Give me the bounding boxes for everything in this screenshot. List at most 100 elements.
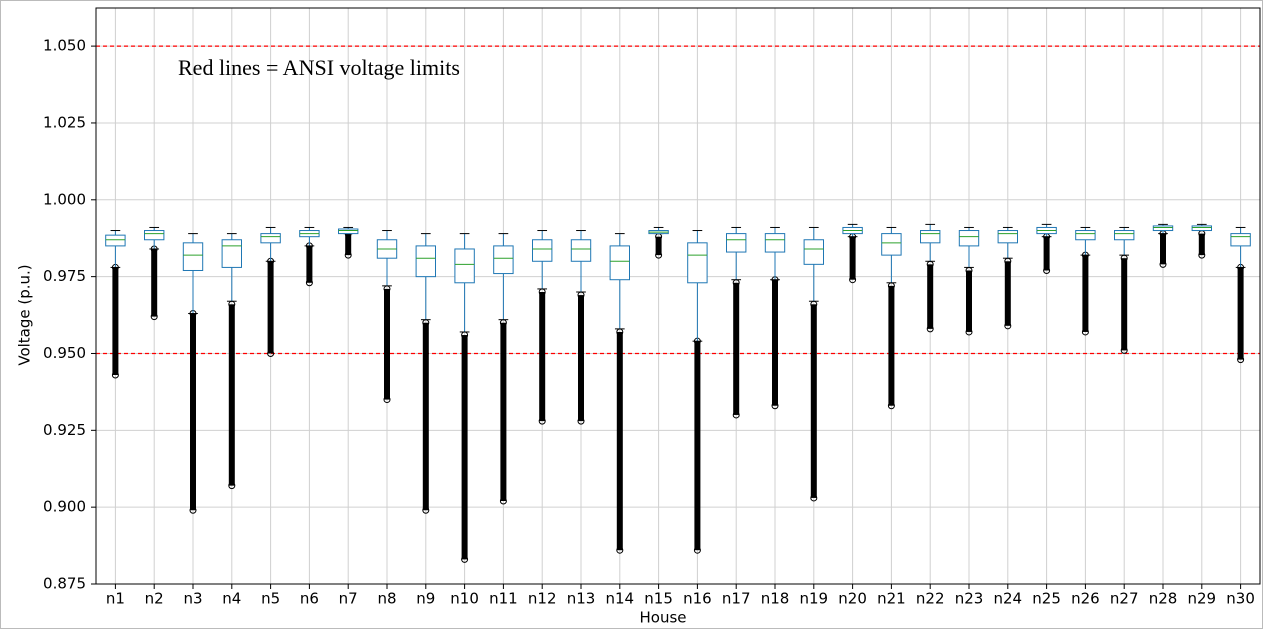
x-tick-label: n8 [377,590,396,608]
flier [926,325,934,333]
box [764,233,786,253]
flier-column [422,322,429,511]
flier-column [772,279,778,406]
x-tick-label: n27 [1110,590,1139,608]
x-tick-label: n15 [644,590,673,608]
flier-column [655,236,662,256]
flier [150,313,158,321]
flier-column [384,288,390,400]
flier [1237,356,1245,364]
x-tick-label: n13 [567,590,596,608]
flier [499,497,507,505]
y-tick-label: 1.000 [43,190,86,208]
y-tick-label: 0.950 [43,344,86,362]
x-tick-label: n24 [994,590,1023,608]
box [1114,230,1135,241]
flier [732,411,740,419]
x-tick-label: n20 [838,590,867,608]
flier [1159,260,1167,268]
flier [1081,328,1089,336]
flier [810,494,818,502]
flier [1120,346,1128,354]
x-tick-label: n1 [106,590,125,608]
box [221,239,243,268]
flier [228,482,236,490]
x-tick-label: n12 [528,590,557,608]
plot-frame [95,7,1261,585]
x-tick-label: n19 [800,590,829,608]
flier [267,349,275,357]
x-tick-label: n4 [222,590,241,608]
box [493,245,514,275]
x-tick-label: n17 [722,590,751,608]
flier-column [151,248,158,317]
box [881,233,902,256]
flier-column [810,304,817,498]
y-tick-label: 0.875 [43,575,86,593]
box [260,233,281,244]
flier [1043,266,1051,274]
flier [771,402,779,410]
box [532,239,553,262]
box [997,230,1018,244]
flier-column [539,292,546,422]
box [1075,230,1096,241]
flier-column [228,304,235,486]
x-tick-label: n10 [450,590,479,608]
x-tick-label: n16 [683,590,712,608]
y-tick-label: 1.050 [43,37,86,55]
annotation: Red lines = ANSI voltage limits [178,55,460,80]
flier [887,402,895,410]
x-tick-label: n26 [1071,590,1100,608]
x-tick-label: n30 [1226,590,1255,608]
box [144,230,165,241]
flier-column [345,233,352,256]
box [1152,225,1174,232]
x-tick-label: n14 [606,590,635,608]
box [454,248,475,284]
flier [383,396,391,404]
flier-column [267,261,274,354]
flier-column [306,245,313,283]
flier [577,417,585,425]
flier [305,279,313,287]
flier-column [888,285,895,406]
flier-column [1004,261,1011,326]
box [105,234,126,247]
flier [849,276,857,284]
flier [655,251,663,259]
box [570,239,592,262]
flier-column [1237,267,1244,360]
box [958,230,980,247]
x-tick-label: n25 [1032,590,1061,608]
flier [422,506,430,514]
y-tick-label: 0.900 [43,498,86,516]
x-tick-label: n22 [916,590,945,608]
flier-column [1043,236,1050,271]
x-tick-label: n18 [761,590,790,608]
y-axis-label: Voltage (p.u.) [16,264,34,365]
box [338,228,359,235]
flier-column [461,335,468,560]
x-axis-label: House [639,609,686,627]
flier-column [966,270,972,332]
flier-column [733,282,740,415]
x-tick-label: n28 [1149,590,1178,608]
flier-column [190,313,196,511]
y-tick-label: 0.975 [43,267,86,285]
flier-column [578,295,584,422]
flier-column [927,264,934,329]
flier [693,546,701,554]
box [1191,225,1212,232]
flier [111,371,119,379]
box [182,242,204,271]
box [726,233,747,253]
x-tick-label: n6 [300,590,319,608]
x-tick-label: n29 [1188,590,1217,608]
x-tick-label: n3 [183,590,202,608]
flier [616,546,624,554]
y-tick-label: 1.025 [43,113,86,131]
x-tick-label: n23 [955,590,984,608]
flier-column [1198,233,1205,256]
